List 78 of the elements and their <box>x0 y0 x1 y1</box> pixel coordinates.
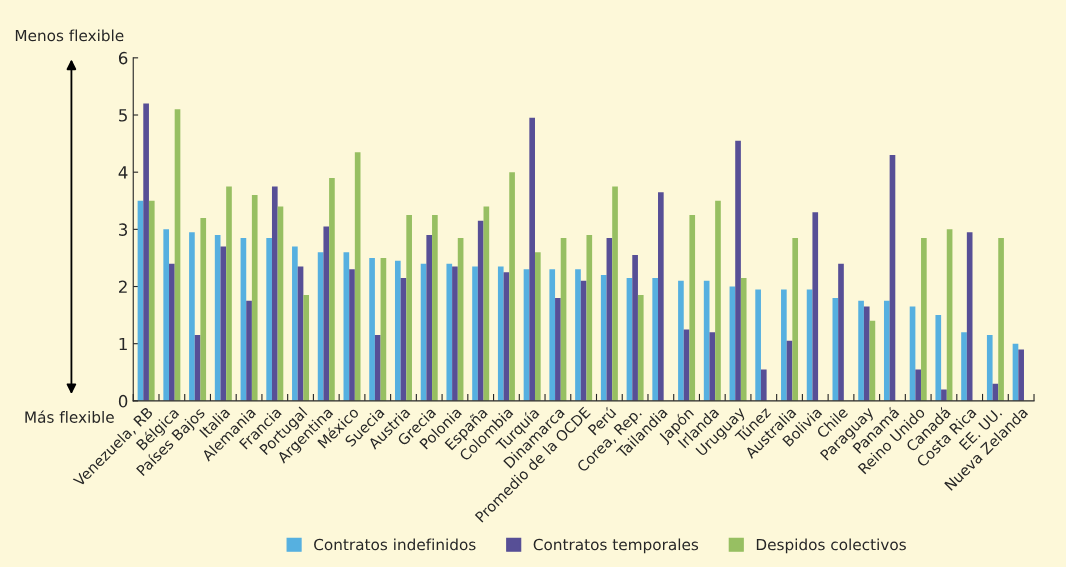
text: Más flexible <box>25 410 114 423</box>
bar <box>271 186 278 401</box>
bar <box>266 237 272 401</box>
bar <box>220 246 227 401</box>
bar <box>915 369 922 401</box>
bar <box>143 103 149 401</box>
bar <box>941 389 947 401</box>
bar <box>935 315 942 401</box>
bar <box>755 289 761 401</box>
bar <box>792 237 799 401</box>
legend-label: Contratos indefinidos <box>314 538 476 551</box>
y-tick-label: 2 <box>119 280 127 293</box>
bar <box>374 335 381 401</box>
bar <box>148 200 155 401</box>
bar <box>534 252 541 401</box>
bar <box>303 295 310 401</box>
bar <box>637 295 644 401</box>
bar <box>961 332 967 401</box>
bar <box>200 217 207 401</box>
bar <box>632 255 638 401</box>
bar <box>600 275 607 401</box>
y-tick-label: 0 <box>118 394 128 408</box>
legend-label: Contratos temporales <box>533 538 699 554</box>
bar <box>998 237 1004 401</box>
bar <box>883 300 890 401</box>
bar <box>781 289 787 401</box>
bar <box>986 335 993 401</box>
bar <box>246 300 252 401</box>
bar <box>966 232 973 401</box>
bar <box>406 215 412 401</box>
bar <box>740 277 747 401</box>
bar <box>678 280 684 401</box>
bar <box>652 277 659 401</box>
bar <box>838 263 844 401</box>
bar <box>863 306 870 401</box>
bar <box>529 117 535 401</box>
bar <box>329 177 335 401</box>
bar <box>349 269 355 401</box>
bar <box>575 269 581 401</box>
bar <box>432 215 438 401</box>
bar <box>394 260 401 401</box>
bar <box>472 266 478 401</box>
y-tick-label: 4 <box>118 166 128 179</box>
bar <box>163 229 170 401</box>
bar <box>812 212 819 401</box>
y-tick-label: 1 <box>119 337 127 351</box>
bar <box>354 152 361 401</box>
bar <box>1018 349 1024 401</box>
bar <box>292 246 298 401</box>
bar <box>735 140 741 401</box>
text: Menos flexible <box>15 29 124 42</box>
bar <box>452 266 458 401</box>
legend-label: Despidos colectivos <box>756 538 906 554</box>
bar <box>446 263 453 401</box>
bar <box>169 263 175 401</box>
bar <box>586 235 593 401</box>
bar <box>189 232 195 401</box>
bar <box>715 200 721 401</box>
bar <box>921 237 927 401</box>
bar <box>251 195 258 401</box>
bar <box>369 257 375 401</box>
bar <box>612 186 618 401</box>
bar <box>555 297 561 401</box>
bar <box>689 215 696 401</box>
bar <box>323 226 330 401</box>
bar <box>858 300 864 401</box>
bar <box>509 172 515 401</box>
bar <box>426 235 433 401</box>
bar <box>477 220 484 401</box>
y-tick-label: 6 <box>118 51 128 65</box>
bar <box>549 269 556 401</box>
y-tick-label: 5 <box>119 109 127 122</box>
bar <box>760 369 767 401</box>
bar <box>658 192 664 401</box>
bar <box>709 332 716 401</box>
bar <box>497 266 504 401</box>
bar <box>226 186 232 401</box>
y-tick-label: 3 <box>119 223 128 236</box>
